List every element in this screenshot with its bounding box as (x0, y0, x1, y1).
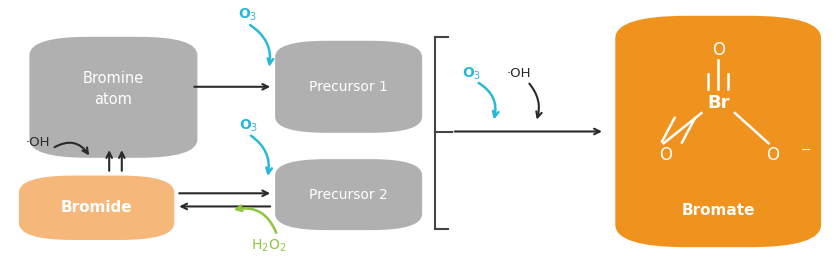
Text: O$_3$: O$_3$ (463, 65, 481, 82)
Text: Precursor 1: Precursor 1 (309, 80, 388, 94)
Text: ·OH: ·OH (507, 67, 532, 80)
Text: Bromide: Bromide (60, 200, 133, 215)
FancyBboxPatch shape (19, 176, 175, 240)
Text: Precursor 2: Precursor 2 (309, 188, 388, 202)
Text: ·OH: ·OH (25, 135, 50, 149)
FancyBboxPatch shape (615, 16, 821, 247)
Text: O: O (711, 41, 725, 59)
Text: −: − (801, 144, 811, 157)
FancyBboxPatch shape (276, 159, 422, 230)
FancyBboxPatch shape (276, 41, 422, 133)
Text: H$_2$O$_2$: H$_2$O$_2$ (251, 238, 286, 254)
Text: O$_3$: O$_3$ (239, 118, 258, 134)
Text: O: O (659, 146, 673, 164)
Text: Bromate: Bromate (681, 203, 755, 218)
Text: O: O (766, 146, 780, 164)
Text: Bromine
atom: Bromine atom (83, 72, 144, 107)
Text: O$_3$: O$_3$ (239, 6, 257, 23)
FancyBboxPatch shape (29, 37, 197, 158)
Text: Br: Br (707, 94, 729, 112)
